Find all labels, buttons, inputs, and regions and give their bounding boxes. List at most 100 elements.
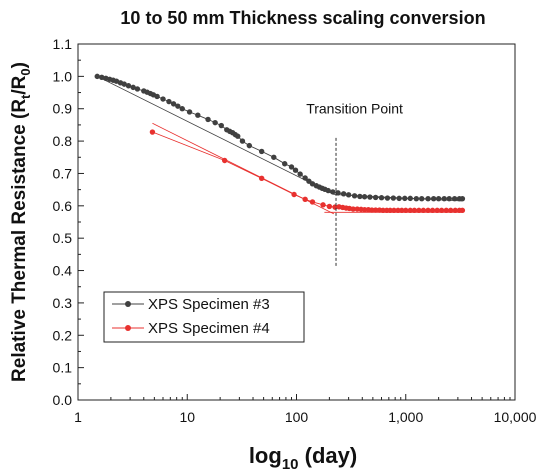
data-point-specimen-3 [175,103,181,109]
data-point-specimen-3 [239,138,246,144]
y-tick-label: 1.0 [53,68,73,84]
data-point-specimen-3 [282,161,288,167]
data-point-specimen-3 [459,195,466,202]
data-point-specimen-3 [205,116,211,123]
x-axis-title-main: log [249,443,282,468]
legend-label-specimen-3: XPS Specimen #3 [148,296,270,313]
y-tick-label: 1.1 [53,36,73,52]
data-point-specimen-4 [429,207,436,214]
data-point-specimen-3 [407,195,413,202]
data-point-specimen-4 [291,191,297,198]
data-point-specimen-4 [258,175,265,182]
data-point-specimen-4 [425,207,431,214]
data-point-specimen-3 [258,148,265,155]
data-point-specimen-3 [94,73,100,80]
plot-area-border [77,43,516,401]
data-point-specimen-4 [395,207,401,214]
data-point-specimen-3 [121,81,127,87]
data-point-specimen-3 [235,133,241,139]
data-point-specimen-4 [326,203,333,210]
data-point-specimen-3 [390,195,397,201]
data-point-specimen-4 [420,207,427,214]
data-point-specimen-3 [166,98,172,105]
data-point-specimen-3 [125,83,132,89]
data-point-specimen-4 [309,199,316,205]
y-tick-label: 0.5 [53,230,73,246]
data-point-specimen-3 [340,191,347,197]
data-point-specimen-4 [434,207,440,214]
data-point-specimen-4 [416,207,422,214]
data-point-specimen-3 [441,195,447,202]
data-point-specimen-4 [361,207,368,213]
data-point-specimen-3 [186,109,193,115]
y-axis-title: Relative Thermal Resistance (Rt/R0) [9,62,33,382]
data-point-specimen-3 [271,154,277,160]
legend-marker-specimen-3 [125,301,131,307]
data-point-specimen-3 [160,96,166,102]
data-point-specimen-4 [350,206,356,212]
y-tick-label: 0.0 [53,392,73,408]
data-point-specimen-3 [130,84,136,91]
data-point-specimen-3 [99,74,105,81]
legend-label-specimen-4: XPS Specimen #4 [148,320,270,337]
data-point-specimen-3 [246,142,253,149]
y-tick-label: 0.8 [53,133,73,149]
data-point-specimen-3 [134,86,141,92]
x-tick-label: 1,000 [388,409,423,425]
data-point-specimen-4 [399,207,405,214]
data-point-specimen-4 [320,202,326,208]
data-point-specimen-3 [446,195,452,202]
data-point-specimen-3 [113,78,120,84]
data-point-specimen-3 [372,194,379,201]
data-point-specimen-4 [387,207,393,214]
data-point-specimen-3 [430,195,437,202]
data-point-specimen-3 [361,194,368,200]
data-point-specimen-3 [396,195,402,202]
data-point-specimen-4 [411,207,418,214]
y-tick-label: 0.1 [53,360,73,376]
y-tick-label: 0.3 [53,295,73,311]
x-axis-title-sub: 10 [282,456,299,473]
x-tick-label: 10,000 [494,409,537,425]
data-point-specimen-3 [378,195,385,201]
data-point-specimen-3 [367,194,373,200]
data-point-specimen-3 [345,192,352,198]
data-point-specimen-3 [351,193,358,199]
data-point-specimen-3 [297,171,303,177]
x-tick-label: 10 [179,409,195,425]
transition-annotation: Transition Point [306,101,403,268]
data-point-specimen-3 [195,112,201,118]
data-point-specimen-4 [302,196,308,203]
data-point-specimen-3 [357,193,363,200]
data-point-specimen-4 [372,207,379,213]
data-point-specimen-4 [149,129,156,135]
y-axis-title-p3: ) [9,62,30,68]
chart-title: 10 to 50 mm Thickness scaling conversion [120,8,485,28]
x-axis: 1 10 100 1,000 10,000 [74,394,537,425]
data-point-specimen-4 [452,207,458,214]
data-point-specimen-3 [384,195,391,201]
legend: XPS Specimen #3 XPS Specimen #4 [103,291,305,343]
x-tick-label: 100 [285,409,309,425]
data-point-specimen-3 [435,195,442,202]
data-point-specimen-3 [292,167,299,173]
y-axis-title-s2: 0 [18,68,33,75]
data-point-specimen-4 [407,207,413,214]
data-point-specimen-4 [403,207,409,214]
data-point-specimen-3 [425,195,431,202]
y-axis-title-s1: t [18,94,33,99]
data-point-specimen-3 [170,101,177,107]
data-point-specimen-4 [438,207,445,214]
y-tick-label: 0.4 [53,263,73,279]
data-point-specimen-4 [221,157,228,164]
data-point-specimen-3 [179,106,185,112]
y-axis-title-p2: /R [9,75,30,94]
data-point-specimen-3 [325,187,331,194]
legend-box [103,291,305,343]
data-point-specimen-3 [154,93,160,100]
fit-line-specimen-3 [97,76,335,195]
data-point-specimen-3 [288,164,295,170]
data-point-specimen-4 [369,207,375,213]
